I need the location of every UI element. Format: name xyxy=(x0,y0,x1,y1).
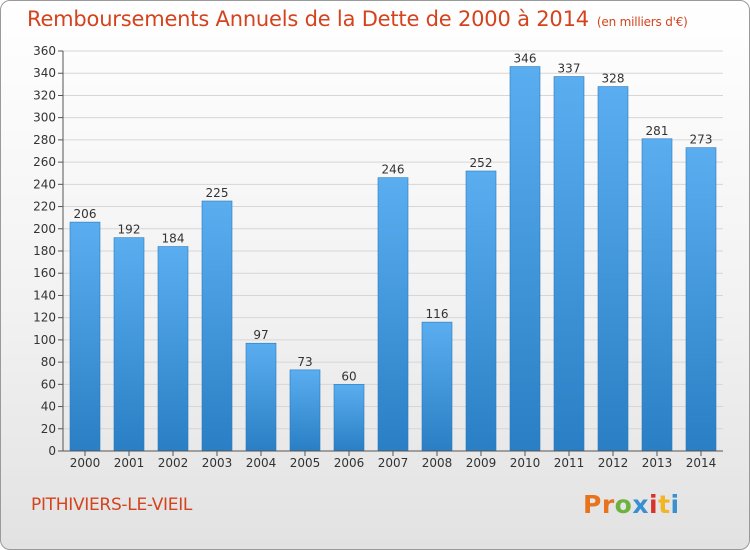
logo-letter: o xyxy=(614,490,633,519)
y-tick-label: 300 xyxy=(33,111,56,125)
data-label: 97 xyxy=(253,328,268,342)
x-tick-label: 2010 xyxy=(510,456,541,470)
chart-unit: (en milliers d'€) xyxy=(596,15,688,29)
x-tick-label: 2011 xyxy=(554,456,585,470)
y-tick-label: 200 xyxy=(33,222,56,236)
bar-2001 xyxy=(113,237,145,452)
x-tick-label: 2012 xyxy=(598,456,629,470)
data-label: 60 xyxy=(341,369,356,383)
y-tick-label: 60 xyxy=(41,377,56,391)
x-tick-label: 2003 xyxy=(202,456,233,470)
x-tick-label: 2007 xyxy=(378,456,409,470)
x-tick-label: 2000 xyxy=(70,456,101,470)
bar-2011 xyxy=(553,76,585,452)
x-tick-label: 2013 xyxy=(642,456,673,470)
data-label: 225 xyxy=(206,186,229,200)
logo-letter: x xyxy=(632,490,649,519)
chart-title-text: Remboursements Annuels de la Dette de 20… xyxy=(27,7,589,31)
bar-2013 xyxy=(641,138,673,452)
y-tick-label: 40 xyxy=(41,400,56,414)
y-tick-label: 100 xyxy=(33,333,56,347)
logo-letter: r xyxy=(601,490,615,519)
bar-2000 xyxy=(69,221,101,452)
chart-title: Remboursements Annuels de la Dette de 20… xyxy=(27,7,688,31)
y-tick-label: 80 xyxy=(41,355,56,369)
data-label: 281 xyxy=(646,124,669,138)
commune-name: PITHIVIERS-LE-VIEIL xyxy=(31,495,193,515)
x-tick-label: 2008 xyxy=(422,456,453,470)
bar-2004 xyxy=(245,342,277,452)
y-tick-label: 340 xyxy=(33,66,56,80)
data-label: 192 xyxy=(118,223,141,237)
bar-2006 xyxy=(333,384,365,452)
proxiti-logo: Proxiti xyxy=(583,490,680,519)
bar-2007 xyxy=(377,177,409,452)
x-tick-label: 2014 xyxy=(686,456,717,470)
bar-2003 xyxy=(201,200,233,452)
logo-letter: P xyxy=(583,490,602,519)
y-tick-label: 260 xyxy=(33,155,56,169)
data-label: 252 xyxy=(470,156,493,170)
y-tick-label: 180 xyxy=(33,244,56,258)
logo-letter: i xyxy=(649,490,659,519)
data-label: 73 xyxy=(297,355,312,369)
y-tick-label: 160 xyxy=(33,266,56,280)
bar-2012 xyxy=(597,86,629,452)
y-tick-label: 140 xyxy=(33,288,56,302)
logo-letter: t xyxy=(658,490,671,519)
y-tick-label: 120 xyxy=(33,311,56,325)
x-tick-label: 2004 xyxy=(246,456,277,470)
x-tick-label: 2002 xyxy=(158,456,189,470)
x-tick-label: 2005 xyxy=(290,456,321,470)
x-tick-label: 2001 xyxy=(114,456,145,470)
data-label: 246 xyxy=(382,163,405,177)
x-tick-label: 2006 xyxy=(334,456,365,470)
data-label: 328 xyxy=(602,72,625,86)
y-tick-label: 0 xyxy=(48,444,56,458)
data-label: 337 xyxy=(558,62,581,76)
bar-2002 xyxy=(157,246,189,452)
y-tick-label: 280 xyxy=(33,133,56,147)
y-tick-label: 360 xyxy=(33,44,56,58)
x-tick-label: 2009 xyxy=(466,456,497,470)
y-tick-label: 320 xyxy=(33,88,56,102)
data-label: 273 xyxy=(690,133,713,147)
data-label: 116 xyxy=(426,307,449,321)
bar-2014 xyxy=(685,147,717,452)
bar-2009 xyxy=(465,170,497,452)
data-label: 206 xyxy=(74,207,97,221)
bar-2008 xyxy=(421,321,453,452)
bar-2005 xyxy=(289,369,321,452)
y-tick-label: 20 xyxy=(41,422,56,436)
logo-letter: i xyxy=(670,490,680,519)
axes xyxy=(58,50,723,456)
bar-2010 xyxy=(509,66,541,452)
y-tick-label: 220 xyxy=(33,200,56,214)
tick-labels: 0 20 40 60 80 100 120 140 160 180 200 220 240 260 280 3… xyxy=(33,44,716,470)
data-label: 346 xyxy=(514,52,537,66)
bars xyxy=(69,66,717,452)
data-label: 184 xyxy=(162,232,185,246)
y-tick-label: 240 xyxy=(33,177,56,191)
